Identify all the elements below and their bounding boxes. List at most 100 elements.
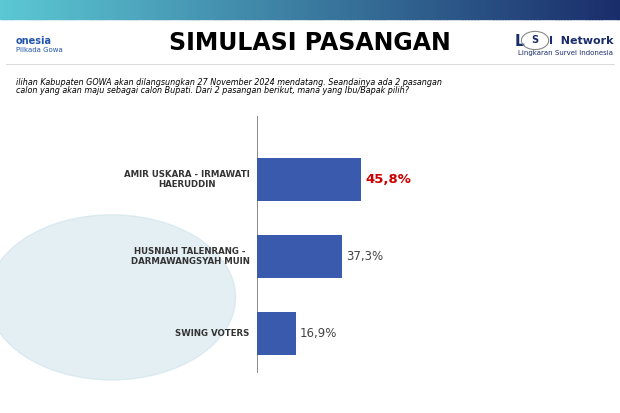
Bar [37, 0, 41, 19]
Bar [62, 0, 66, 19]
Bar [574, 0, 577, 19]
Bar [564, 0, 568, 19]
Bar [614, 0, 618, 19]
Bar [356, 0, 360, 19]
Bar [329, 0, 332, 19]
Bar [226, 0, 230, 19]
Bar [527, 0, 531, 19]
Text: SWING VOTERS: SWING VOTERS [175, 329, 250, 338]
Bar [480, 0, 484, 19]
Text: 45,8%: 45,8% [365, 173, 411, 186]
Bar [9, 0, 13, 19]
Bar [428, 0, 432, 19]
Bar [155, 0, 159, 19]
Bar [105, 0, 109, 19]
Bar [267, 0, 270, 19]
Bar [434, 0, 438, 19]
Bar [217, 0, 221, 19]
Bar [453, 0, 456, 19]
Bar [133, 0, 137, 19]
Bar [465, 0, 469, 19]
Bar [140, 0, 143, 19]
Text: L: L [515, 34, 525, 49]
Bar [530, 0, 534, 19]
Bar [431, 0, 435, 19]
Bar [46, 0, 50, 19]
Text: Pilkada Gowa: Pilkada Gowa [16, 47, 62, 53]
Bar [31, 0, 35, 19]
Bar [143, 0, 146, 19]
Text: 37,3%: 37,3% [346, 250, 383, 263]
Bar [214, 0, 218, 19]
Bar [617, 0, 620, 19]
Bar [102, 0, 106, 19]
Bar [81, 0, 84, 19]
Bar [260, 0, 264, 19]
Bar [450, 0, 453, 19]
Bar [344, 0, 348, 19]
Bar [43, 0, 47, 19]
Bar [161, 0, 165, 19]
Bar [251, 0, 255, 19]
Bar [326, 0, 329, 19]
Bar [378, 0, 382, 19]
Bar [471, 0, 475, 19]
Bar [282, 0, 286, 19]
Bar [338, 0, 342, 19]
Bar [360, 0, 363, 19]
Bar [183, 0, 187, 19]
Bar [248, 0, 252, 19]
Bar [68, 0, 72, 19]
Bar [561, 0, 565, 19]
Bar [372, 0, 376, 19]
Bar [558, 0, 562, 19]
Bar [220, 0, 224, 19]
Bar [595, 0, 599, 19]
Bar [369, 0, 373, 19]
Text: SIMULASI PASANGAN: SIMULASI PASANGAN [169, 31, 451, 55]
Bar [136, 0, 140, 19]
Bar [146, 0, 149, 19]
Bar [40, 0, 44, 19]
Text: calon yang akan maju sebagai calon Bupati. Dari 2 pasangan berikut, mana yang Ib: calon yang akan maju sebagai calon Bupat… [16, 86, 409, 95]
Bar [415, 0, 419, 19]
Circle shape [0, 215, 236, 380]
Bar [115, 0, 118, 19]
Bar [406, 0, 410, 19]
Bar [375, 0, 379, 19]
Bar [257, 0, 261, 19]
Bar [257, 158, 361, 202]
Bar [493, 0, 497, 19]
Bar [598, 0, 602, 19]
Bar [152, 0, 156, 19]
Bar [496, 0, 500, 19]
Bar [437, 0, 441, 19]
Bar [16, 0, 19, 19]
Bar [257, 311, 296, 355]
Bar [310, 0, 314, 19]
Bar [239, 0, 242, 19]
Bar [521, 0, 525, 19]
Bar [198, 0, 202, 19]
Bar [285, 0, 289, 19]
Bar [555, 0, 559, 19]
Bar [505, 0, 509, 19]
Bar [580, 0, 583, 19]
Bar [71, 0, 75, 19]
Bar [313, 0, 317, 19]
Bar [549, 0, 552, 19]
Bar [25, 0, 29, 19]
Text: AMIR USKARA - IRMAWATI
HAERUDDIN: AMIR USKARA - IRMAWATI HAERUDDIN [124, 170, 250, 189]
Bar [174, 0, 177, 19]
Bar [3, 0, 7, 19]
Bar [462, 0, 466, 19]
Bar [298, 0, 301, 19]
Bar [397, 0, 401, 19]
Bar [394, 0, 397, 19]
Text: onesia: onesia [16, 36, 51, 46]
Bar [205, 0, 208, 19]
Bar [552, 0, 556, 19]
Bar [422, 0, 425, 19]
Bar [403, 0, 407, 19]
Bar [604, 0, 608, 19]
